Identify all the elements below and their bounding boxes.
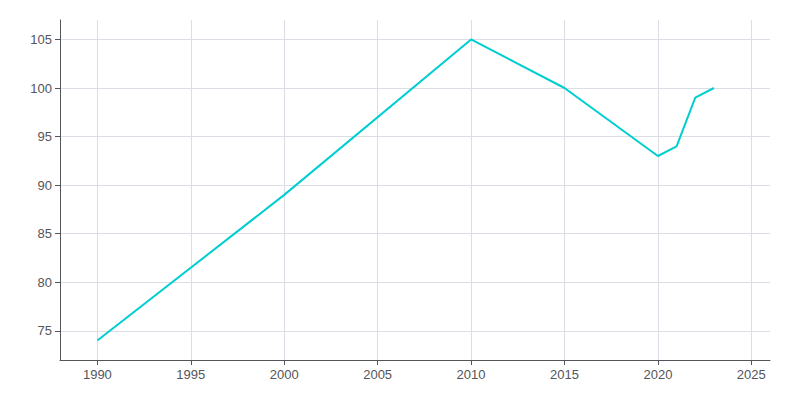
- svg-text:90: 90: [38, 178, 52, 193]
- svg-text:95: 95: [38, 129, 52, 144]
- svg-text:2015: 2015: [550, 367, 579, 382]
- svg-text:2025: 2025: [737, 367, 766, 382]
- svg-text:80: 80: [38, 275, 52, 290]
- svg-text:2000: 2000: [270, 367, 299, 382]
- svg-text:75: 75: [38, 323, 52, 338]
- svg-text:2005: 2005: [363, 367, 392, 382]
- svg-text:85: 85: [38, 226, 52, 241]
- svg-text:100: 100: [30, 81, 52, 96]
- svg-text:105: 105: [30, 32, 52, 47]
- svg-text:1995: 1995: [176, 367, 205, 382]
- svg-text:2010: 2010: [457, 367, 486, 382]
- svg-text:2020: 2020: [643, 367, 672, 382]
- svg-text:1990: 1990: [83, 367, 112, 382]
